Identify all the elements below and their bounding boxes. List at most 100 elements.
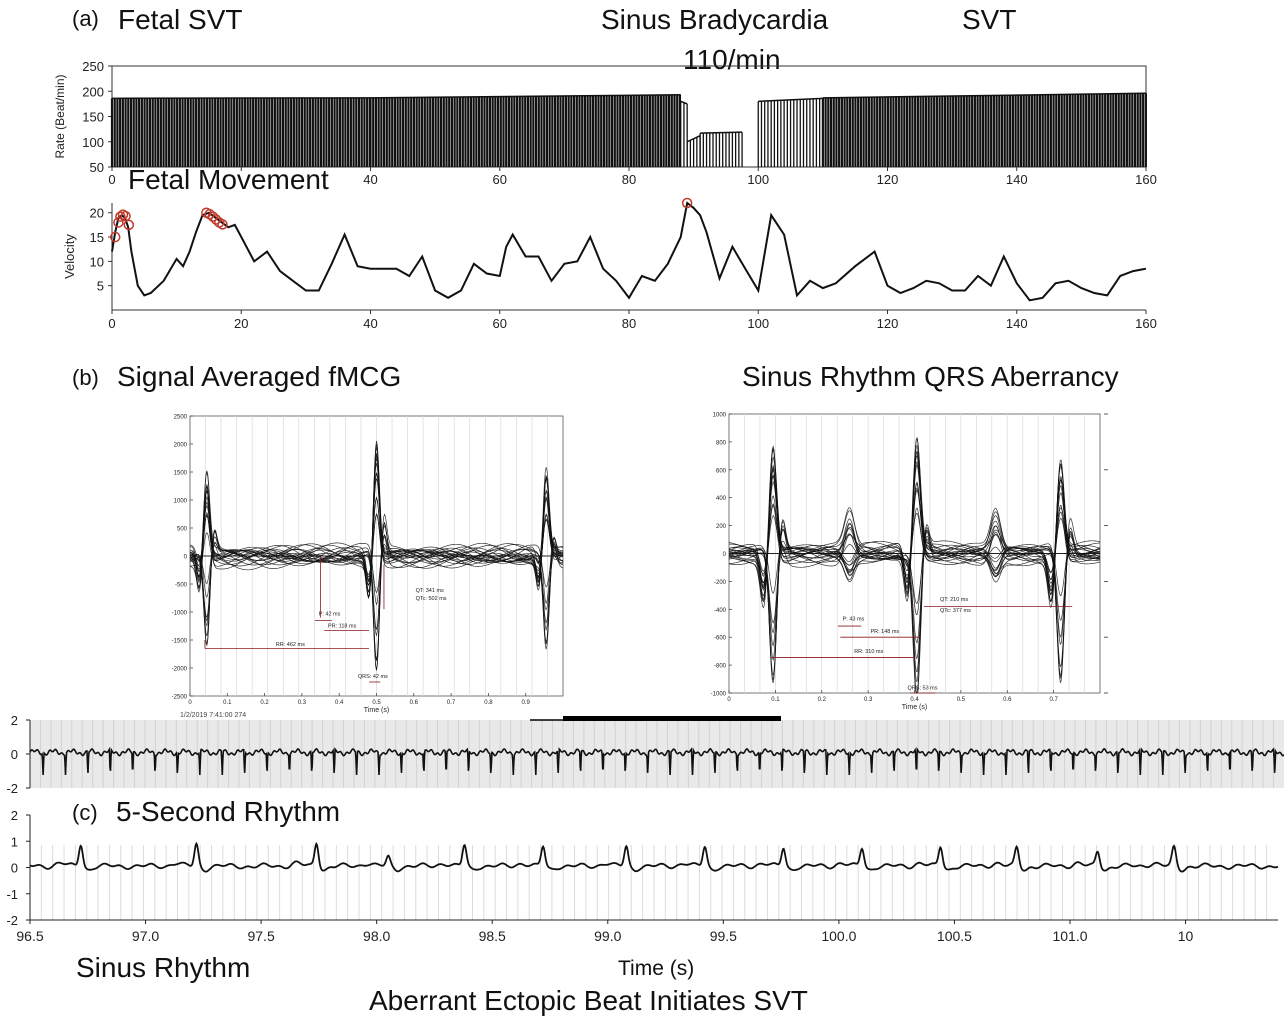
velocity-ytick-label: 10 [90,254,104,269]
five-second-title: 5-Second Rhythm [116,796,341,827]
avg-left-qtc-label: QTc: 502 ms [416,596,447,602]
avg-right-overlay-trace [729,487,1101,584]
avg-right-overlay-trace [728,530,1101,624]
avg-left-overlay-trace [189,472,563,598]
velocity-series-line [111,201,1147,302]
panel-a-tag: (a) [72,6,99,31]
rate-bar-top [758,97,823,103]
rate-bar-top [111,97,371,100]
rate-bar-top [370,94,681,99]
avg-left-p-label: P: 42 ms [319,611,341,617]
velocity-xtick-label: 140 [1006,316,1028,331]
avg-left-ytick-label: 500 [177,527,188,533]
avg-right-overlay-trace [728,507,1101,694]
strip-bottom-xtick-label: 96.5 [16,928,43,944]
strip-top-highlight-bar [563,716,781,721]
avg-left-qrs-label: QRS: 42 ms [358,674,388,680]
avg-right-ytick-label: 0 [723,552,727,558]
strip-bottom-xtick-label: 99.0 [594,928,621,944]
strip-top-ytick-label: 0 [11,747,18,762]
avg-left-xtick-label: 0.4 [335,700,344,706]
movement-marker [204,208,215,220]
avg-right-qrs-label: QRS: 53 ms [908,686,938,692]
qrs-aberrancy-title: Sinus Rhythm QRS Aberrancy [742,361,1119,392]
rate-bar-segment [699,131,743,167]
rate-xtick-label: 60 [493,172,507,187]
velocity-ylabel: Velocity [62,234,77,279]
rate-xtick-label: 80 [622,172,636,187]
avg-left-overlay-trace [189,521,564,671]
avg-right-ytick-label: -200 [714,580,727,586]
movement-marker [120,210,131,222]
avg-right-qt-label: QT: 210 ms [940,597,968,603]
avg-right-ytick-label: 800 [716,440,727,446]
avg-left-ytick-label: -1500 [172,639,188,645]
panel-c-tag: (c) [72,800,98,825]
avg-left-ytick-label: 1000 [174,499,188,505]
avg-left-xtick-label: 0.3 [298,700,307,706]
rate-xtick-label: 40 [363,172,377,187]
rate-xtick-label: 160 [1135,172,1157,187]
movement-marker [207,211,219,222]
rate-xtick-label: 100 [747,172,769,187]
rate-ytick-label: 250 [82,59,104,74]
avg-right-xtick-label: 0 [727,697,731,703]
velocity-xtick-label: 80 [622,316,636,331]
strip-bottom-xtick-label: 99.5 [710,928,737,944]
rate-ytick-label: 100 [82,135,104,150]
strip-bottom-ytick-label: 2 [11,808,18,823]
avg-left-overlay-trace [190,525,564,636]
velocity-xtick-label: 20 [234,316,248,331]
avg-left-xlabel: Time (s) [364,707,389,714]
velocity-xtick-label: 100 [747,316,769,331]
ectopic-beat-label: Aberrant Ectopic Beat Initiates SVT [369,985,808,1016]
avg-left-xtick-label: 0.2 [260,700,269,706]
avg-right-ytick-label: -800 [714,664,727,670]
strip-bottom-xtick-label: 98.0 [363,928,390,944]
velocity-xtick-label: 40 [363,316,377,331]
avg-right-rr-label: RR: 310 ms [854,649,883,655]
strip-bottom-trace [29,841,1279,873]
rate-bar-top [680,100,688,105]
avg-left-rr-label: RR: 462 ms [276,642,305,648]
strip-top-ytick-label: 2 [11,713,18,728]
velocity-xtick-label: 160 [1135,316,1157,331]
avg-right-xlabel: Time (s) [902,704,927,711]
strip-bottom-ytick-label: 1 [11,834,18,849]
avg-left-pr-label: PR: 118 ms [328,624,357,630]
movement-marker [109,231,121,243]
movement-marker [113,217,124,228]
avg-right-ytick-label: 600 [716,468,727,474]
velocity-xtick-label: 120 [877,316,899,331]
avg-left-qt-label: QT: 341 ms [416,588,444,594]
velocity-xtick-label: 0 [108,316,115,331]
avg-left-ytick-label: 2500 [174,415,188,421]
avg-right-ytick-label: -1000 [711,692,727,698]
avg-left-ytick-label: -2500 [172,695,188,701]
velocity-ytick-label: 20 [90,206,104,221]
avg-left-overlay-trace [189,534,564,630]
rate-bar-top [686,135,701,143]
rate-bar-segment [821,92,1147,167]
sinus-bradycardia-title: Sinus Bradycardia [601,4,829,35]
svt-title: SVT [962,4,1017,35]
rate-bar-segment [369,94,682,167]
avg-right-ytick-label: 400 [716,496,727,502]
sinus-rhythm-label: Sinus Rhythm [76,952,251,983]
avg-left-overlay-trace [189,496,564,581]
avg-left-overlay-trace [189,463,564,588]
avg-right-xtick-label: 0.2 [818,697,827,703]
averaged-caption: 1/2/2019 7:41:00 274 [180,712,247,719]
avg-left-xtick-label: 0.8 [484,700,493,706]
avg-right-xtick-label: 0.7 [1049,697,1058,703]
avg-left-ytick-label: -1000 [172,611,188,617]
rate-ytick-label: 150 [82,110,104,125]
avg-right-xtick-label: 0.1 [771,697,780,703]
avg-left-xtick-label: 0.6 [410,700,419,706]
avg-left-ytick-label: -500 [175,583,188,589]
avg-right-ytick-label: -400 [714,608,727,614]
signal-averaged-title: Signal Averaged fMCG [117,361,402,392]
avg-left-ytick-label: 2000 [174,443,188,449]
fetal-movement-title: Fetal Movement [128,164,329,195]
